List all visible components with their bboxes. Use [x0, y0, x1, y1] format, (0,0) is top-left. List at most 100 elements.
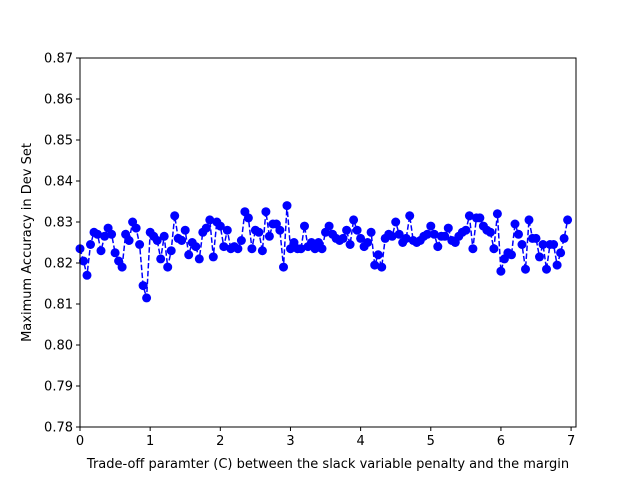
data-point	[135, 240, 145, 249]
x-tick-label: 3	[286, 434, 294, 449]
data-point	[96, 246, 106, 256]
data-point	[492, 209, 502, 219]
data-point	[254, 227, 264, 237]
x-tick-label: 5	[427, 434, 435, 449]
data-point	[475, 213, 485, 223]
data-point	[233, 244, 243, 254]
data-point	[170, 211, 180, 221]
data-point	[535, 252, 544, 262]
data-point	[549, 240, 559, 249]
data-point	[559, 233, 569, 243]
data-point	[208, 252, 218, 262]
data-point	[79, 256, 88, 266]
data-point	[166, 246, 176, 256]
x-tick-label: 6	[497, 434, 505, 449]
data-point	[363, 238, 373, 247]
data-point	[282, 201, 292, 211]
data-point	[191, 242, 201, 252]
data-point	[257, 246, 267, 256]
data-point	[440, 231, 450, 241]
data-point	[342, 225, 352, 235]
data-point	[510, 219, 520, 229]
y-tick-label: 0.79	[44, 380, 73, 395]
data-point	[86, 240, 95, 249]
data-point	[552, 260, 562, 270]
data-point	[296, 244, 306, 254]
y-tick-label: 0.81	[44, 298, 73, 313]
data-point	[422, 229, 432, 239]
data-point	[180, 225, 190, 235]
data-point	[538, 240, 548, 249]
data-point	[391, 217, 401, 227]
data-point	[514, 229, 523, 239]
data-point	[264, 231, 274, 241]
data-point	[366, 227, 376, 237]
data-point	[373, 250, 383, 260]
data-point	[517, 240, 527, 249]
data-point	[82, 270, 92, 280]
data-point	[275, 225, 285, 235]
data-point	[563, 215, 573, 225]
data-point	[100, 231, 110, 241]
data-point	[468, 244, 478, 254]
data-point	[349, 215, 359, 225]
data-point	[521, 264, 530, 274]
data-point	[524, 215, 534, 225]
y-tick-label: 0.86	[44, 93, 73, 108]
data-point	[110, 248, 120, 258]
series-layer	[75, 201, 573, 303]
y-tick-label: 0.82	[44, 257, 73, 272]
y-tick-label: 0.84	[44, 175, 73, 190]
data-point	[356, 233, 366, 243]
data-point	[142, 293, 152, 303]
data-point	[124, 236, 134, 245]
x-axis-label: Trade-off paramter (C) between the slack…	[86, 457, 569, 472]
data-point	[93, 229, 102, 239]
data-point	[461, 225, 471, 235]
data-point	[507, 250, 516, 260]
data-point	[377, 262, 387, 272]
x-tick-label: 4	[356, 434, 364, 449]
data-point	[201, 223, 211, 233]
data-point	[194, 254, 204, 264]
data-point	[352, 225, 362, 235]
data-point	[433, 242, 443, 252]
data-point	[243, 213, 253, 223]
data-point	[215, 221, 225, 231]
x-axis: 0 1 2 3 4 5 6 7	[76, 427, 575, 449]
data-point	[345, 240, 355, 249]
x-tick-label: 0	[76, 434, 84, 449]
data-point	[401, 233, 411, 243]
data-point	[131, 223, 141, 233]
data-point	[443, 223, 453, 233]
y-tick-label: 0.87	[44, 52, 73, 67]
x-tick-label: 7	[567, 434, 575, 449]
data-point	[177, 236, 187, 245]
data-point	[261, 207, 271, 217]
data-point	[219, 242, 229, 252]
data-point	[247, 244, 257, 254]
data-point	[324, 221, 334, 231]
data-point	[426, 221, 436, 231]
data-point	[205, 215, 215, 225]
data-point	[542, 264, 551, 274]
data-point	[152, 236, 162, 245]
data-point	[496, 266, 506, 276]
data-point	[429, 229, 439, 239]
data-point	[138, 281, 148, 291]
data-point	[156, 254, 166, 264]
data-point	[279, 262, 288, 272]
data-point	[489, 244, 499, 254]
y-tick-label: 0.83	[44, 216, 73, 231]
data-point	[556, 248, 566, 258]
data-point	[531, 233, 541, 243]
data-point	[184, 250, 194, 260]
data-point	[464, 211, 474, 221]
data-point	[394, 229, 404, 239]
data-point	[163, 262, 173, 272]
data-point	[236, 236, 246, 245]
y-tick-label: 0.78	[44, 421, 73, 436]
data-point	[107, 229, 117, 239]
data-point	[222, 225, 232, 235]
